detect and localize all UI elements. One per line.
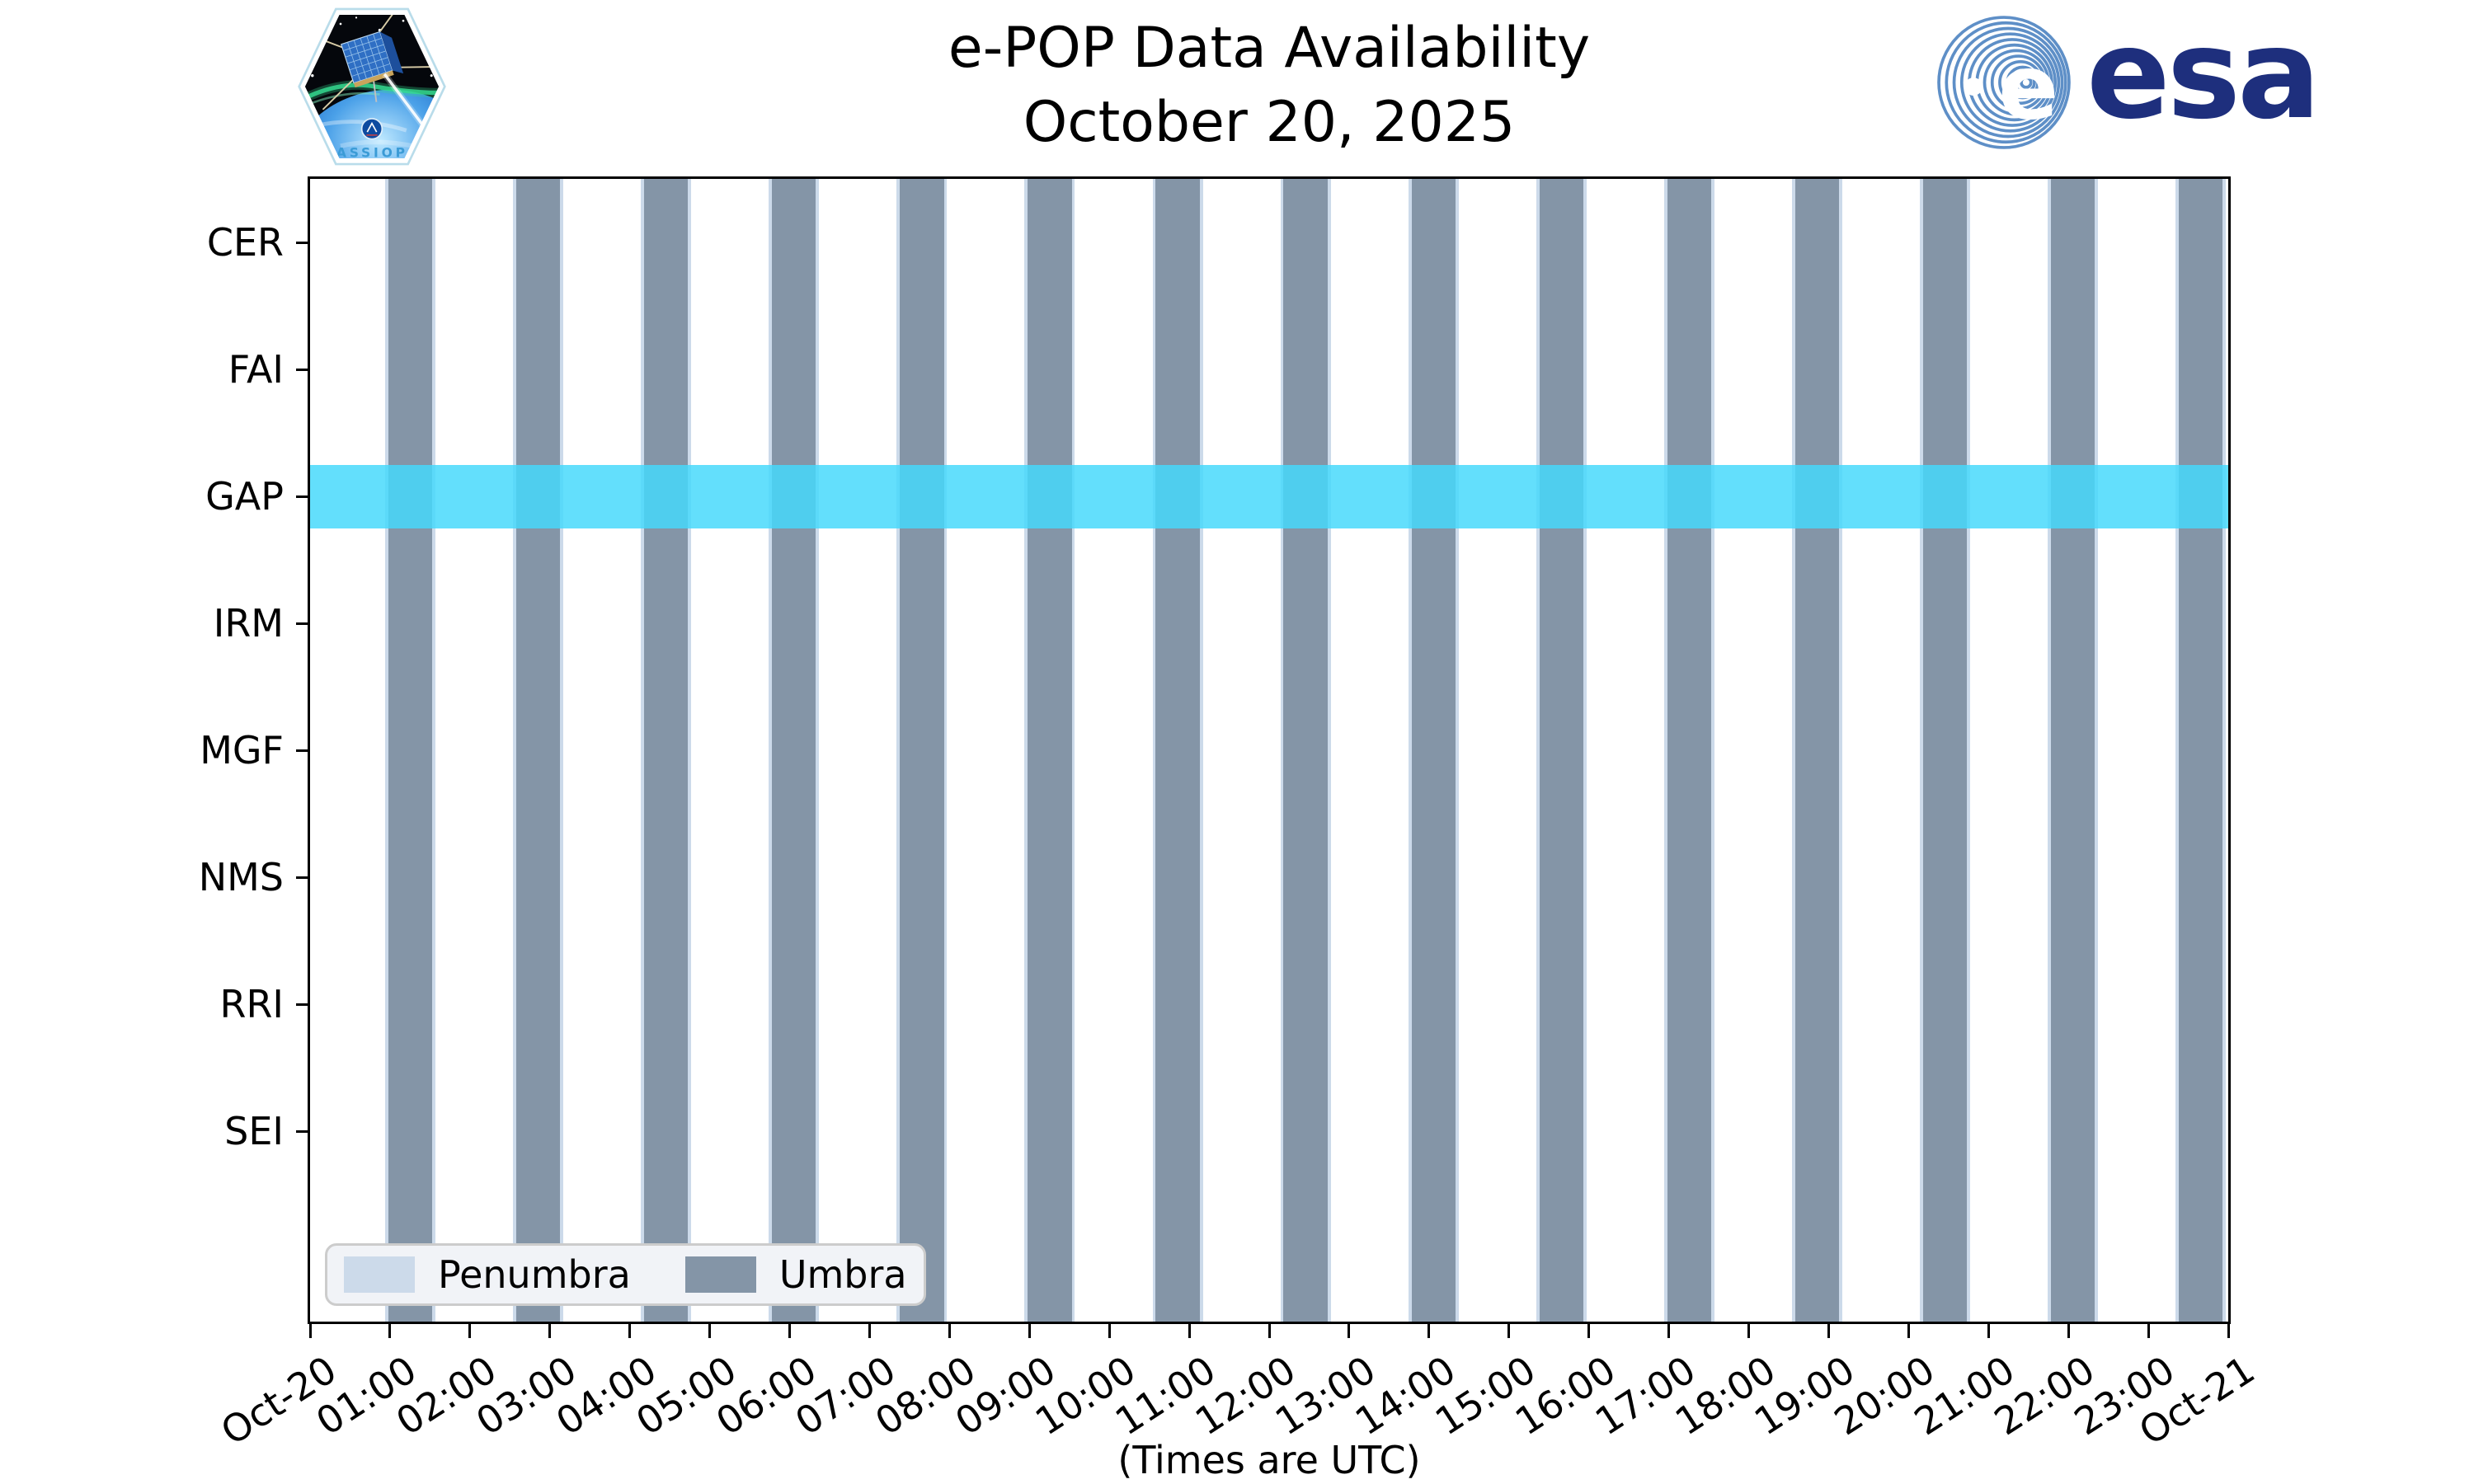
- esa-swirl-icon: e: [1937, 16, 2071, 149]
- umbra-swatch: [684, 1256, 756, 1293]
- plot-area: [310, 179, 2228, 1322]
- y-tick: [296, 368, 310, 371]
- esa-logo-e-glyph: e: [1998, 37, 2058, 140]
- umbra-interval: [1155, 179, 1200, 1322]
- legend-item-umbra: Umbra: [684, 1252, 907, 1297]
- y-tick-label: MGF: [200, 728, 284, 773]
- cassiope-patch-label: CASSIOPE: [324, 146, 421, 161]
- chart-title-block: e-POP Data Availability October 20, 2025: [948, 12, 1590, 160]
- x-tick: [948, 1324, 951, 1338]
- y-tick: [296, 241, 310, 244]
- x-tick: [1667, 1324, 1671, 1338]
- umbra-interval: [1794, 179, 1839, 1322]
- umbra-interval: [1283, 179, 1328, 1322]
- availability-band-gap: [310, 464, 2228, 528]
- chart-subtitle: October 20, 2025: [1023, 89, 1516, 155]
- umbra-interval: [1539, 179, 1583, 1322]
- y-tick-label: RRI: [219, 982, 285, 1026]
- x-tick: [388, 1324, 392, 1338]
- y-tick-label: SEI: [224, 1109, 284, 1153]
- umbra-interval: [2050, 179, 2095, 1322]
- umbra-interval: [772, 179, 816, 1322]
- umbra-interval: [388, 179, 433, 1322]
- umbra-interval: [2178, 179, 2223, 1322]
- umbra-interval: [644, 179, 689, 1322]
- x-axis-caption: (Times are UTC): [1117, 1438, 1421, 1482]
- y-tick: [296, 495, 310, 498]
- x-tick: [468, 1324, 472, 1338]
- y-tick: [296, 749, 310, 752]
- x-tick: [1747, 1324, 1750, 1338]
- x-tick: [788, 1324, 791, 1338]
- x-tick: [2067, 1324, 2070, 1338]
- x-tick: [1907, 1324, 1910, 1338]
- x-tick: [1587, 1324, 1591, 1338]
- x-tick: [548, 1324, 552, 1338]
- umbra-interval: [1028, 179, 1072, 1322]
- x-tick: [1827, 1324, 1830, 1338]
- legend-label: Umbra: [778, 1252, 907, 1297]
- umbra-interval: [1922, 179, 1968, 1322]
- esa-wordmark: esa: [2086, 3, 2321, 147]
- umbra-interval: [516, 179, 561, 1322]
- x-tick: [1268, 1324, 1271, 1338]
- x-tick: [1188, 1324, 1191, 1338]
- x-tick: [1987, 1324, 1990, 1338]
- x-tick: [1028, 1324, 1031, 1338]
- y-tick-label: CER: [206, 220, 284, 265]
- x-tick: [1108, 1324, 1111, 1338]
- umbra-interval: [1411, 179, 1456, 1322]
- x-tick: [2227, 1324, 2230, 1338]
- x-tick: [1427, 1324, 1431, 1338]
- x-tick: [628, 1324, 632, 1338]
- x-tick: [1348, 1324, 1351, 1338]
- legend-label: Penumbra: [438, 1252, 631, 1297]
- umbra-interval: [900, 179, 944, 1322]
- y-tick-label: IRM: [213, 601, 284, 646]
- legend-item-penumbra: Penumbra: [344, 1252, 631, 1297]
- y-tick: [296, 1003, 310, 1006]
- x-tick: [1507, 1324, 1511, 1338]
- cassiope-mission-patch: CASSIOPE: [298, 7, 446, 166]
- y-tick-label: GAP: [205, 474, 284, 519]
- y-tick: [296, 876, 310, 879]
- y-tick-label: FAI: [228, 347, 284, 392]
- y-tick: [296, 1129, 310, 1133]
- chart-title: e-POP Data Availability: [948, 16, 1591, 81]
- x-tick: [308, 1324, 312, 1338]
- penumbra-swatch: [344, 1256, 415, 1293]
- x-tick: [708, 1324, 712, 1338]
- y-tick: [296, 622, 310, 625]
- umbra-interval: [1667, 179, 1711, 1322]
- legend: Penumbra Umbra: [325, 1243, 926, 1306]
- y-tick-label: NMS: [198, 855, 284, 899]
- x-tick: [2147, 1324, 2150, 1338]
- x-tick: [868, 1324, 871, 1338]
- esa-logo: e esa: [1935, 3, 2321, 152]
